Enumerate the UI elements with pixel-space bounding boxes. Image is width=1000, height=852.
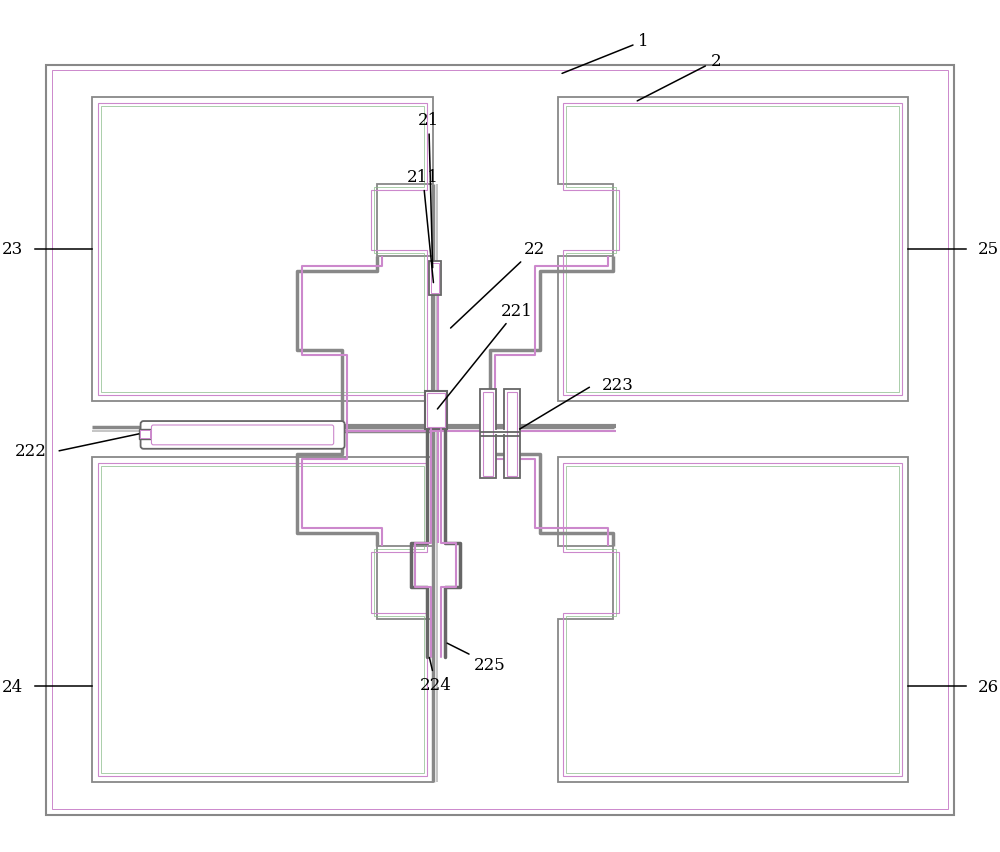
- Text: 1: 1: [562, 33, 649, 74]
- Text: 221: 221: [437, 302, 533, 410]
- Polygon shape: [429, 262, 441, 296]
- Polygon shape: [425, 392, 447, 429]
- Text: 224: 224: [420, 658, 452, 694]
- Polygon shape: [504, 390, 520, 479]
- Polygon shape: [139, 429, 151, 440]
- Polygon shape: [558, 98, 908, 402]
- Text: 21: 21: [418, 112, 439, 268]
- Text: 222: 222: [15, 443, 46, 460]
- Text: 223: 223: [602, 377, 634, 394]
- FancyBboxPatch shape: [141, 422, 345, 449]
- Text: 24: 24: [1, 678, 23, 695]
- Text: 2: 2: [637, 53, 721, 101]
- Text: 211: 211: [407, 169, 439, 283]
- Polygon shape: [480, 390, 496, 479]
- Text: 23: 23: [1, 241, 23, 258]
- Text: 22: 22: [451, 241, 545, 329]
- Polygon shape: [92, 458, 433, 781]
- Text: 26: 26: [977, 678, 999, 695]
- FancyBboxPatch shape: [151, 425, 334, 446]
- Polygon shape: [46, 66, 954, 815]
- Text: 225: 225: [447, 643, 506, 673]
- Text: 25: 25: [977, 241, 999, 258]
- Polygon shape: [92, 98, 433, 402]
- Polygon shape: [558, 458, 908, 781]
